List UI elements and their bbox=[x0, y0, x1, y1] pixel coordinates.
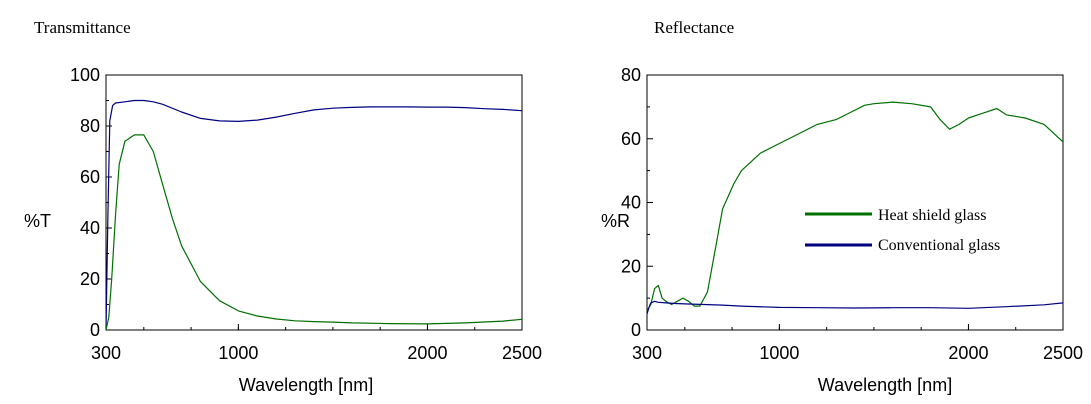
legend-label-conventional: Conventional glass bbox=[878, 237, 1000, 254]
reflectance-x-tick-label: 1000 bbox=[759, 343, 799, 363]
transmittance-panel: Transmittance %T Wavelength [nm] 0 20 40 60… bbox=[24, 18, 542, 395]
reflectance-legend: Heat shield glass Conventional glass bbox=[805, 207, 1000, 254]
transmittance-x-tick-label: 2500 bbox=[502, 343, 542, 363]
reflectance-series-line-0 bbox=[646, 101, 1064, 312]
reflectance-y-tick-label: 0 bbox=[631, 320, 641, 340]
transmittance-x-tick-label: 300 bbox=[91, 343, 121, 363]
transmittance-x-label: Wavelength [nm] bbox=[239, 375, 373, 395]
transmittance-y-tick-label: 60 bbox=[80, 167, 100, 187]
reflectance-y-tick-label: 80 bbox=[621, 65, 641, 85]
reflectance-x-tick-label: 300 bbox=[632, 343, 662, 363]
transmittance-y-label: %T bbox=[24, 211, 51, 231]
transmittance-y-tick-label: 0 bbox=[90, 320, 100, 340]
reflectance-plot-frame bbox=[646, 74, 1064, 331]
reflectance-x-tick-label: 2500 bbox=[1043, 343, 1083, 363]
transmittance-series-line-1 bbox=[105, 134, 523, 331]
transmittance-y-tick-label: 40 bbox=[80, 218, 100, 238]
transmittance-x-tick-label: 2000 bbox=[407, 343, 447, 363]
reflectance-series-line-1 bbox=[646, 300, 1064, 315]
reflectance-y-tick-label: 60 bbox=[621, 129, 641, 149]
legend-label-heat-shield: Heat shield glass bbox=[878, 207, 986, 224]
reflectance-y-tick-label: 40 bbox=[621, 193, 641, 213]
reflectance-y-tick-label: 20 bbox=[621, 256, 641, 276]
transmittance-series-line-0 bbox=[105, 99, 523, 331]
reflectance-x-label: Wavelength [nm] bbox=[818, 375, 952, 395]
transmittance-y-tick-label: 100 bbox=[70, 65, 100, 85]
reflectance-x-tick-label: 2000 bbox=[948, 343, 988, 363]
transmittance-y-tick-label: 20 bbox=[80, 269, 100, 289]
reflectance-panel: Reflectance %R Wavelength [nm] Heat shie… bbox=[601, 18, 1083, 395]
reflectance-y-label: %R bbox=[601, 211, 630, 231]
reflectance-title: Reflectance bbox=[654, 18, 734, 37]
transmittance-x-tick-label: 1000 bbox=[218, 343, 258, 363]
transmittance-y-tick-label: 80 bbox=[80, 116, 100, 136]
transmittance-title: Transmittance bbox=[34, 18, 131, 37]
